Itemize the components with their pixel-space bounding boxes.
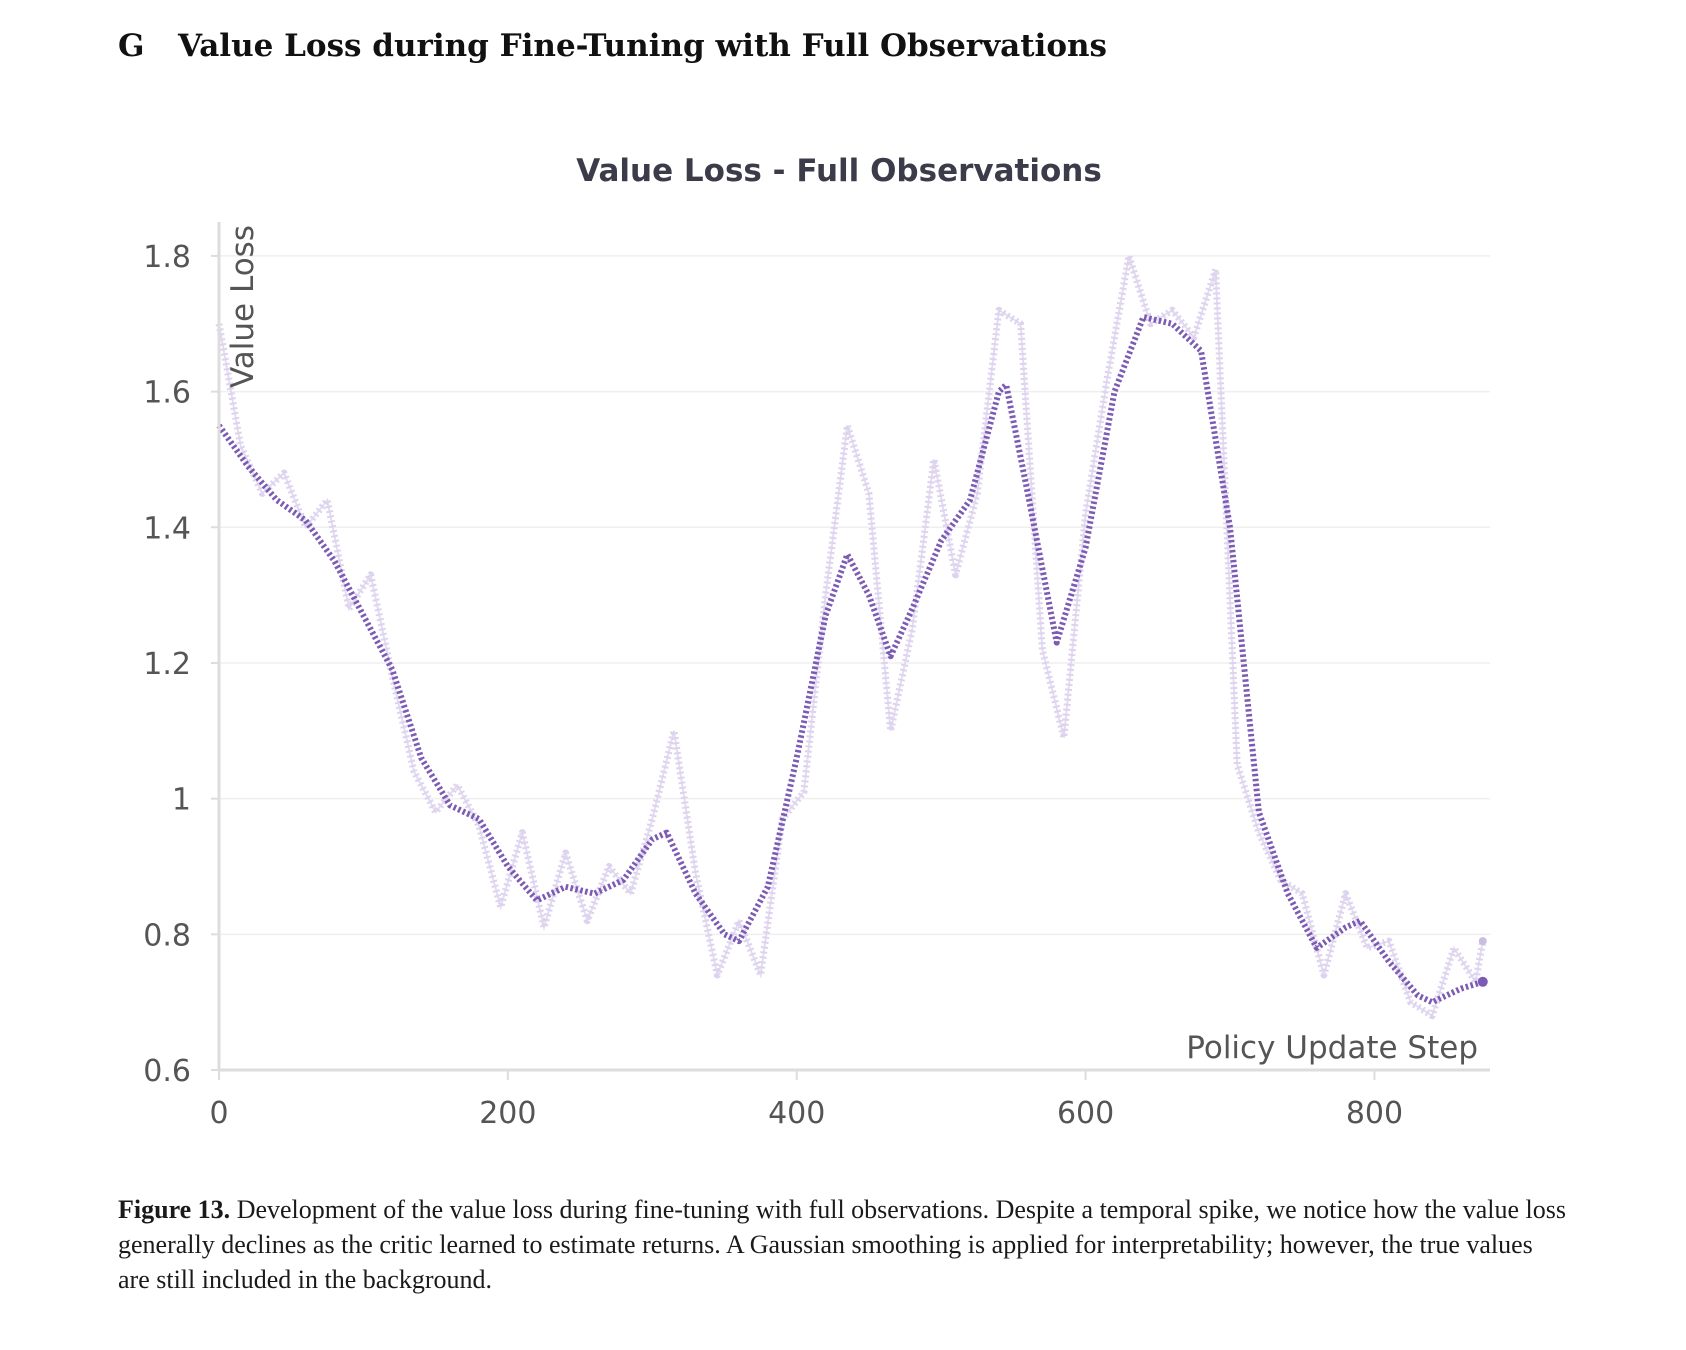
x-tick-label: 200 — [479, 1096, 536, 1131]
caption-text: Development of the value loss during fin… — [118, 1195, 1567, 1294]
smoothed-series-line — [216, 314, 1484, 1006]
x-axis-label: Policy Update Step — [1186, 1030, 1478, 1066]
section-title: Value Loss during Fine-Tuning with Full … — [178, 28, 1108, 64]
y-tick-label: 1.6 — [143, 376, 191, 411]
tick-labels: 0.6 0.8 1 1.2 1.4 1.6 1.8 0 200 400 600 800 — [143, 240, 1403, 1131]
figure-caption: Figure 13. Development of the value loss… — [118, 1192, 1568, 1297]
section-letter: G — [118, 28, 145, 64]
chart-title: Value Loss - Full Observations — [576, 153, 1102, 189]
caption-label: Figure 13. — [118, 1195, 231, 1224]
y-tick-label: 0.8 — [143, 918, 191, 953]
smoothed-series — [216, 314, 1488, 1006]
y-tick-label: 1.2 — [143, 647, 191, 682]
raw-series — [215, 252, 1487, 1020]
x-tick-label: 600 — [1057, 1096, 1114, 1131]
raw-end-point — [1478, 937, 1487, 946]
raw-series-line — [215, 252, 1487, 1020]
y-tick-label: 0.6 — [143, 1054, 191, 1089]
x-tick-label: 0 — [209, 1096, 228, 1131]
raw-series-line-core — [218, 255, 1484, 1018]
y-tick-label: 1.8 — [143, 240, 191, 275]
axes — [217, 222, 1490, 1072]
y-tick-label: 1 — [172, 783, 191, 818]
section-heading: G Value Loss during Fine-Tuning with Full… — [118, 28, 1107, 64]
y-axis-label: Value Loss — [225, 225, 261, 388]
smoothed-end-point — [1477, 976, 1488, 987]
x-tick-label: 400 — [768, 1096, 825, 1131]
value-loss-chart: Value Loss - Full Observations 0.6 0.8 1 1.… — [143, 153, 1490, 1131]
y-tick-label: 1.4 — [143, 511, 191, 546]
grid-lines — [219, 255, 1490, 936]
x-tick-label: 800 — [1346, 1096, 1403, 1131]
